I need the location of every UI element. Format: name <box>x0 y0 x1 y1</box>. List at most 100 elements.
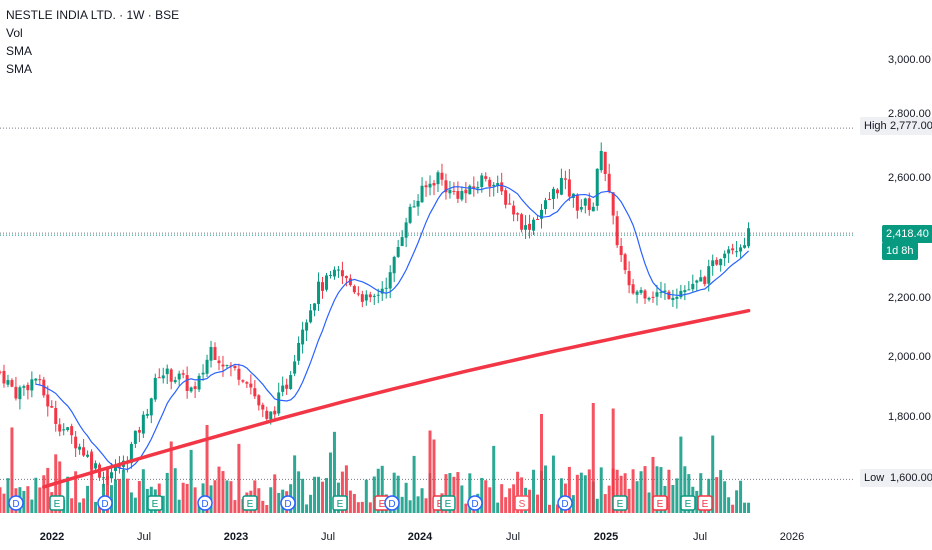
candle-body <box>579 207 583 210</box>
time-axis[interactable]: 2022 Jul 2023 Jul 2024 Jul 2025 Jul 2026 <box>40 531 804 543</box>
candle-body <box>149 398 153 416</box>
high-price-tag: 2,777.00 <box>886 117 932 135</box>
earnings-marker[interactable]: E <box>49 495 65 511</box>
time-axis-label: 2025 <box>594 531 618 543</box>
candle-body <box>667 291 671 300</box>
candle-body <box>512 205 516 215</box>
candle-body <box>647 297 651 300</box>
volume-bar <box>587 469 591 513</box>
volume-bar <box>42 475 46 513</box>
candle-body <box>595 168 599 206</box>
candle-body <box>213 347 217 360</box>
earnings-marker[interactable]: E <box>147 495 163 511</box>
candle-body <box>504 190 508 205</box>
volume-bar <box>743 502 747 513</box>
volume-bar <box>376 468 380 513</box>
time-axis-label: 2024 <box>408 531 433 543</box>
earnings-marker[interactable]: E <box>652 495 668 511</box>
volume-bar <box>46 467 50 513</box>
candle-body <box>332 269 336 277</box>
candle-body <box>540 209 544 219</box>
candle-body <box>659 292 663 294</box>
dividend-marker[interactable]: D <box>467 495 483 511</box>
volume-bar <box>6 478 10 513</box>
candle-body <box>293 361 297 374</box>
volume-bar <box>444 474 448 513</box>
candle-body <box>372 295 376 297</box>
earnings-marker[interactable]: E <box>440 495 456 511</box>
symbol-title[interactable]: NESTLE INDIA LTD. · 1W · BSE <box>6 8 180 22</box>
volume-bar <box>667 469 671 513</box>
earnings-marker[interactable]: E <box>612 495 628 511</box>
candle-body <box>173 380 177 383</box>
time-axis-label: Jul <box>321 531 335 543</box>
dividend-marker[interactable]: D <box>97 495 113 511</box>
earnings-marker[interactable]: E <box>680 495 696 511</box>
candle-body <box>607 173 611 193</box>
dividend-marker[interactable]: D <box>557 495 573 511</box>
candle-body <box>197 375 201 390</box>
candle-body <box>563 178 567 180</box>
volume-bar <box>723 481 727 513</box>
candle-body <box>225 364 229 366</box>
volume-bar <box>225 480 229 513</box>
high-label-tag: High <box>860 117 891 135</box>
volume-bar <box>221 471 225 513</box>
volume-bar <box>165 472 169 513</box>
volume-bar <box>452 476 456 513</box>
sma-indicator-label[interactable]: SMA <box>6 44 33 58</box>
candle-body <box>663 290 667 292</box>
split-marker[interactable]: S <box>514 495 530 511</box>
dividend-marker[interactable]: D <box>280 495 296 511</box>
dividend-marker[interactable]: D <box>8 495 24 511</box>
candle-body <box>440 172 444 180</box>
volume-bar <box>185 483 189 513</box>
candle-body <box>715 259 719 265</box>
candle-body <box>237 368 241 380</box>
candle-body <box>86 454 90 457</box>
volume-bar <box>416 496 420 513</box>
dividend-marker[interactable]: D <box>384 495 400 511</box>
volume-bar <box>237 443 241 513</box>
volume-bar <box>408 500 412 513</box>
candle-body <box>472 186 476 189</box>
time-axis-label: 2022 <box>40 531 64 543</box>
volume-bar <box>532 469 536 513</box>
candle-body <box>50 405 54 408</box>
volume-bar <box>233 500 237 513</box>
earnings-marker[interactable]: E <box>242 495 258 511</box>
sma-indicator-label[interactable]: SMA <box>6 62 33 76</box>
earnings-marker[interactable]: E <box>332 495 348 511</box>
candle-body <box>639 290 643 293</box>
volume-bar <box>727 497 731 513</box>
candle-body <box>102 477 106 479</box>
dividend-marker[interactable]: D <box>197 495 213 511</box>
chart-legend[interactable]: NESTLE INDIA LTD. · 1W · BSE Vol SMA SMA <box>6 6 179 78</box>
candle-body <box>209 347 213 361</box>
volume-bar <box>332 431 336 513</box>
candle-body <box>707 266 711 284</box>
candle-body <box>265 410 269 419</box>
event-marker-letter: D <box>471 499 478 510</box>
candle-body <box>619 245 623 256</box>
volume-bar <box>404 482 408 513</box>
volume-bar <box>193 487 197 513</box>
candle-body <box>42 379 46 396</box>
volume-bar <box>113 479 117 513</box>
volume-bar <box>277 492 281 513</box>
candle-body <box>743 245 747 248</box>
candle-body <box>420 185 424 203</box>
candle-body <box>695 280 699 283</box>
candle-body <box>480 175 484 188</box>
candle-body <box>74 436 78 449</box>
candle-body <box>599 150 603 171</box>
volume-indicator-label[interactable]: Vol <box>6 26 23 40</box>
volume-bar <box>2 493 6 513</box>
candle-body <box>340 270 344 277</box>
volume-bar <box>169 441 173 513</box>
earnings-marker[interactable]: E <box>697 495 713 511</box>
volume-bar <box>86 485 90 513</box>
volume-bar <box>747 502 751 513</box>
